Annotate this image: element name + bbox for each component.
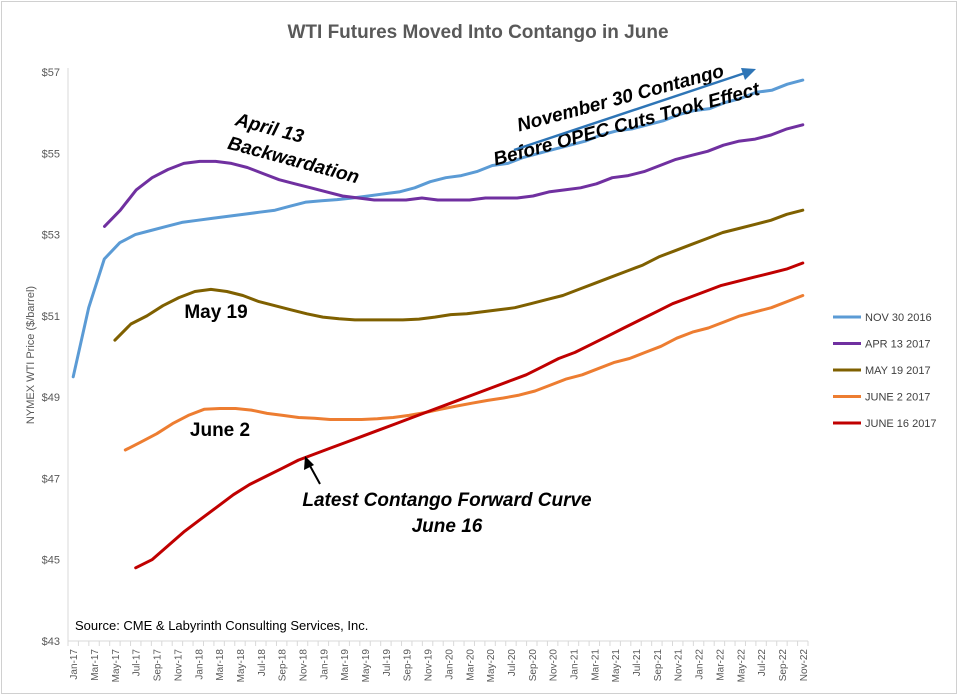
x-tick-label: Sep-18 <box>278 649 289 682</box>
arrow-nov30-shaft <box>513 70 749 152</box>
y-tick-label: $53 <box>42 230 60 242</box>
x-tick-label: Jul-17 <box>132 649 143 677</box>
y-tick-label: $49 <box>42 392 60 404</box>
x-tick-label: Jan-17 <box>69 649 80 680</box>
x-tick-label: Sep-20 <box>528 649 539 682</box>
y-axis-title: NYMEX WTI Price ($/barrel) <box>25 286 37 424</box>
x-tick-label: May-18 <box>236 649 247 683</box>
x-tick-label: Nov-20 <box>549 649 560 682</box>
x-tick-label: Nov-18 <box>299 649 310 682</box>
legend-label: APR 13 2017 <box>865 339 930 351</box>
annotation-june16-line2: June 16 <box>412 516 483 537</box>
x-tick-label: Nov-19 <box>424 649 435 682</box>
x-tick-label: Jan-20 <box>444 649 455 680</box>
source-note: Source: CME & Labyrinth Consulting Servi… <box>75 618 368 633</box>
arrow-june16-shaft <box>308 463 321 485</box>
x-tick-label: May-22 <box>736 649 747 683</box>
x-tick-label: Sep-17 <box>153 649 164 682</box>
y-tick-label: $57 <box>42 67 60 79</box>
plot-area: $43 $45 $47 $49 $51 $53 $55 $57 Jan-17 Mar-17 May-… <box>42 67 810 682</box>
x-tick-label: Sep-21 <box>653 649 664 682</box>
x-tick-label: Nov-21 <box>674 649 685 682</box>
x-tick-label: May-20 <box>486 649 497 683</box>
x-tick-label: Sep-22 <box>778 649 789 682</box>
legend-label: NOV 30 2016 <box>865 312 932 324</box>
x-tick-label: Mar-21 <box>590 649 601 681</box>
x-tick-label: Mar-18 <box>215 649 226 681</box>
annotation-may19: May 19 <box>184 302 247 323</box>
x-tick-label: Nov-22 <box>799 649 810 682</box>
arrow-nov30-head <box>741 68 756 80</box>
y-tick-label: $51 <box>42 311 60 323</box>
x-tick-label: Jul-21 <box>632 649 643 677</box>
annotation-june2: June 2 <box>190 420 250 441</box>
x-tick-label: Jan-21 <box>569 649 580 680</box>
x-tick-label: Nov-17 <box>173 649 184 682</box>
x-tick-label: May-21 <box>611 649 622 683</box>
arrow-june16 <box>304 456 321 485</box>
x-tick-label: Mar-22 <box>715 649 726 681</box>
x-tick-label: May-17 <box>111 649 122 683</box>
x-tick-label: May-19 <box>361 649 372 683</box>
arrow-june16-head <box>304 456 314 470</box>
x-tick-label: Jan-22 <box>695 649 706 680</box>
y-tick-label: $55 <box>42 148 60 160</box>
x-tick-label: Jul-18 <box>257 649 268 677</box>
y-tick-label: $47 <box>42 473 60 485</box>
annotation-nov30: November 30 Contango Before OPEC Cuts To… <box>491 61 762 170</box>
legend-label: MAY 19 2017 <box>865 365 931 377</box>
x-tick-label: Mar-19 <box>340 649 351 681</box>
x-tick-label: Jan-18 <box>194 649 205 680</box>
y-tick-label: $43 <box>42 636 60 648</box>
series-line-0 <box>71 78 805 379</box>
series-line-1 <box>103 123 805 228</box>
x-tick-label: Sep-19 <box>403 649 414 682</box>
arrow-nov30 <box>513 68 756 152</box>
legend-label: JUNE 16 2017 <box>865 418 937 430</box>
series-line-3 <box>123 294 805 452</box>
legend: NOV 30 2016 APR 13 2017 MAY 19 2017 JUNE 2 … <box>833 312 937 430</box>
x-tick-label: Jul-20 <box>507 649 518 677</box>
annotation-june16: Latest Contango Forward Curve June 16 <box>302 490 592 537</box>
legend-label: JUNE 2 2017 <box>865 392 930 404</box>
y-tick-label: $45 <box>42 555 60 567</box>
chart-title: WTI Futures Moved Into Contango in June <box>287 22 668 43</box>
annotation-june16-line1: Latest Contango Forward Curve <box>302 490 592 511</box>
x-tick-label: Mar-20 <box>465 649 476 681</box>
series-line-4 <box>134 261 805 570</box>
x-tick-label: Jul-22 <box>757 649 768 677</box>
annotation-apr13: April 13 Backwardation <box>225 109 361 188</box>
x-tick-label: Jul-19 <box>382 649 393 677</box>
x-tick-label: Mar-17 <box>90 649 101 681</box>
x-tick-label: Jan-19 <box>319 649 330 680</box>
series-line-2 <box>113 208 805 342</box>
